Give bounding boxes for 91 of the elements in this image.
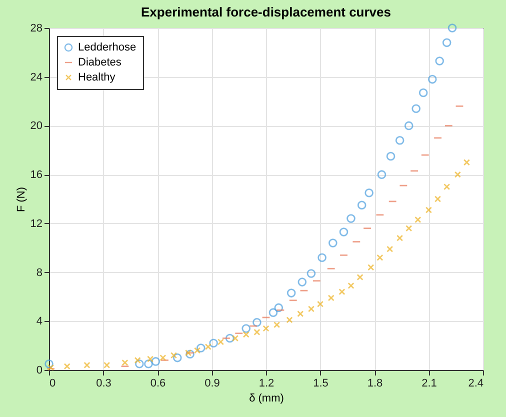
point	[318, 253, 326, 262]
point	[160, 354, 166, 362]
y-tick-label: 8	[36, 266, 42, 279]
legend-label: Diabetes	[78, 56, 122, 68]
x-tick-label: 1.5	[313, 378, 328, 390]
point	[297, 310, 304, 318]
point	[435, 56, 444, 66]
point	[194, 347, 201, 354]
point	[151, 357, 160, 366]
point	[406, 225, 412, 232]
y-tick-label: 0	[36, 364, 42, 376]
y-tick-label: 20	[30, 120, 42, 132]
point	[306, 269, 316, 278]
point	[454, 171, 461, 178]
y-tick-label: 16	[30, 169, 42, 182]
point	[308, 306, 315, 312]
point	[356, 274, 364, 280]
point	[418, 88, 428, 98]
point	[48, 364, 54, 371]
x-tick-label: 1.2	[258, 378, 274, 390]
point	[339, 228, 348, 236]
point	[44, 359, 54, 368]
point	[328, 238, 338, 248]
x-tick-label: 2.1	[422, 378, 437, 390]
point	[395, 136, 404, 145]
point	[368, 264, 374, 271]
point	[286, 288, 296, 298]
point	[184, 350, 192, 356]
point	[286, 316, 293, 324]
point	[425, 206, 432, 214]
x-axis-title: δ (mm)	[249, 392, 284, 404]
point	[170, 352, 178, 359]
y-tick-label: 28	[30, 22, 42, 34]
point	[172, 353, 182, 362]
point	[444, 183, 450, 190]
point	[414, 216, 422, 224]
point	[376, 254, 384, 261]
point	[377, 170, 386, 179]
point	[404, 121, 414, 130]
legend-label: Healthy	[78, 72, 116, 84]
point	[346, 214, 356, 223]
point	[364, 188, 374, 198]
point	[144, 359, 153, 368]
point	[412, 104, 420, 114]
point	[396, 234, 404, 242]
point	[84, 362, 90, 368]
point	[338, 288, 346, 296]
x-tick-label: 0	[50, 378, 56, 390]
point	[254, 328, 260, 336]
point	[274, 303, 284, 312]
point	[463, 159, 470, 166]
x-tick-label: 1.8	[367, 378, 383, 390]
point	[134, 356, 141, 364]
x-tick-label: 0.9	[204, 378, 220, 390]
point	[316, 300, 324, 308]
point	[217, 338, 224, 346]
point	[209, 338, 218, 348]
point	[196, 344, 206, 352]
point	[274, 322, 280, 328]
x-tick-label: 2.4	[468, 378, 484, 390]
point	[262, 325, 270, 332]
y-axis-title: F (N)	[15, 186, 28, 212]
point	[357, 200, 366, 210]
point	[204, 343, 212, 350]
point	[104, 362, 110, 368]
point	[135, 359, 144, 368]
y-tick-label: 4	[36, 316, 42, 328]
point	[348, 282, 354, 290]
point	[232, 334, 239, 342]
x-tick-label: 0.3	[96, 378, 112, 390]
point	[428, 74, 437, 84]
point	[448, 24, 457, 32]
point	[328, 294, 334, 302]
point	[386, 152, 396, 161]
point	[64, 363, 70, 370]
y-tick-label: 24	[30, 71, 42, 84]
chart-title: Experimental force-displacement curves	[141, 4, 391, 20]
point	[225, 334, 234, 343]
point	[268, 308, 278, 317]
point	[146, 356, 154, 362]
point	[122, 359, 128, 366]
point	[242, 324, 251, 333]
x-tick-label: 0.6	[150, 378, 166, 390]
point	[298, 278, 307, 286]
y-tick-label: 12	[30, 218, 42, 230]
point	[434, 196, 442, 202]
legend-label: Ledderhose	[78, 42, 136, 54]
point	[252, 318, 262, 327]
point	[242, 331, 250, 338]
point	[386, 246, 394, 252]
point	[442, 38, 452, 48]
